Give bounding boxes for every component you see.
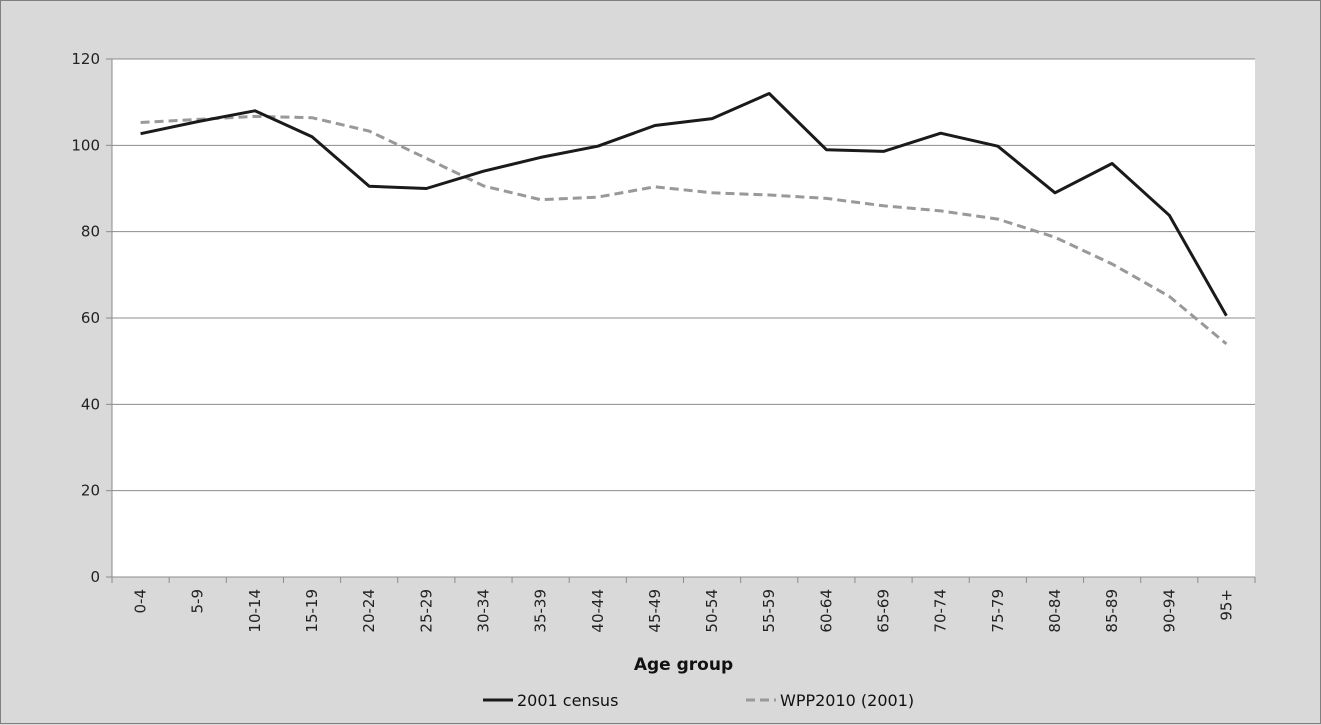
legend: 2001 census WPP2010 (2001) xyxy=(483,691,914,710)
y-tick-label: 0 xyxy=(90,568,100,586)
y-tick-label: 40 xyxy=(81,395,100,413)
gridlines xyxy=(112,58,1255,492)
y-tick-label: 100 xyxy=(71,136,100,154)
x-tick-label: 65-69 xyxy=(875,589,893,633)
legend-label: WPP2010 (2001) xyxy=(780,691,914,710)
axes: 0 20 40 60 80 100 120 0-4 5-9 10-14 15-19 20-24 25-2… xyxy=(71,50,1256,633)
x-tick-label: 5-9 xyxy=(189,589,207,614)
x-tick-label: 55-59 xyxy=(760,589,778,633)
series-line-1 xyxy=(140,114,1228,346)
x-tick-label: 20-24 xyxy=(360,589,378,633)
x-tick-label: 95+ xyxy=(1217,589,1235,621)
x-tick-label: 25-29 xyxy=(417,589,435,633)
x-tick-label: 35-39 xyxy=(532,589,550,633)
x-tick-label: 0-4 xyxy=(132,589,150,614)
x-tick-label: 30-34 xyxy=(474,589,492,633)
series-lines xyxy=(140,92,1228,346)
y-tick-label: 80 xyxy=(81,223,100,241)
legend-label: 2001 census xyxy=(517,691,618,710)
series-line-0 xyxy=(140,92,1228,317)
x-tick-label: 15-19 xyxy=(303,589,321,633)
x-tick-label: 75-79 xyxy=(989,589,1007,633)
x-tick-label: 80-84 xyxy=(1046,589,1064,633)
x-tick-label: 10-14 xyxy=(246,589,264,633)
x-tick-label: 85-89 xyxy=(1103,589,1121,633)
x-axis-title: Age group xyxy=(634,655,733,675)
y-tick-label: 60 xyxy=(81,309,100,327)
y-tick-label: 20 xyxy=(81,482,100,500)
x-tick-label: 60-64 xyxy=(817,589,835,633)
x-tick-label: 40-44 xyxy=(589,589,607,633)
x-tick-label: 45-49 xyxy=(646,589,664,633)
x-tick-label: 50-54 xyxy=(703,589,721,633)
y-tick-label: 120 xyxy=(71,50,100,68)
x-tick-label: 90-94 xyxy=(1160,589,1178,633)
x-tick-label: 70-74 xyxy=(932,589,950,633)
